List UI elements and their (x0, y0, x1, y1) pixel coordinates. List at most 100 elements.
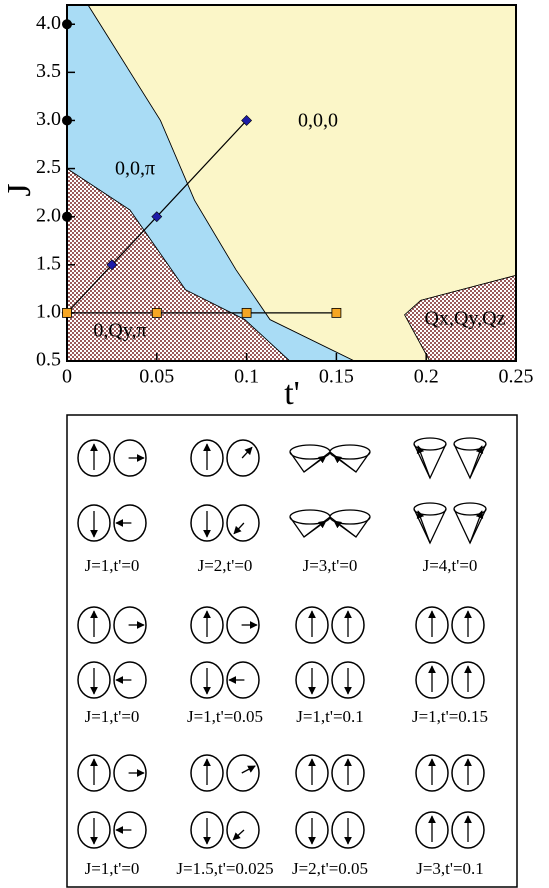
config-label: J=3,t'=0 (303, 556, 358, 575)
config-label: J=1,t'=0.05 (187, 707, 263, 726)
spin-cone (329, 451, 371, 473)
phase-label: 0,0,π (115, 158, 155, 180)
spin-cone (289, 516, 331, 538)
spin-circle (190, 811, 224, 849)
spin-circle (295, 606, 329, 644)
x-tick-label: 0.05 (139, 366, 174, 388)
point (241, 115, 253, 126)
config-label: J=1.5,t'=0.025 (176, 859, 273, 878)
phase-label: 0,Qy,π (93, 320, 146, 342)
spin-circle (226, 754, 260, 792)
point (106, 259, 118, 271)
point (62, 307, 72, 318)
spin-circle (77, 504, 111, 542)
phase-label: 0,0,0 (298, 110, 338, 132)
spin-circle (190, 661, 224, 699)
config-label: J=2,t'=0 (198, 556, 253, 575)
x-tick-label: 0 (62, 366, 72, 388)
spin-circle (331, 661, 365, 699)
spin-circle (226, 811, 260, 849)
y-tick-label: 0.5 (36, 349, 61, 371)
spin-circle (77, 811, 111, 849)
spin-cone (329, 516, 371, 538)
y-tick-label: 1.0 (36, 300, 61, 322)
spin-circle (295, 811, 329, 849)
y-tick-label: 3.0 (36, 108, 61, 130)
spin-circle (113, 606, 147, 644)
y-tick-label: 3.5 (36, 60, 61, 82)
spin-circle (295, 661, 329, 699)
spin-circle (190, 754, 224, 792)
series-line (66, 120, 248, 314)
spin-circle (226, 606, 260, 644)
spin-circle (77, 439, 111, 477)
spin-arrow (303, 455, 327, 473)
y-tick-label: 1.5 (36, 252, 61, 274)
spin-arrow (469, 510, 484, 544)
spin-circle (331, 811, 365, 849)
y-tick-label: 2.0 (36, 204, 61, 226)
spin-circle (113, 439, 147, 477)
spin-arrow (416, 445, 431, 479)
phase-label: Qx,Qy,Qz (425, 308, 506, 330)
spin-circle (113, 811, 147, 849)
spin-cone (289, 451, 331, 473)
config-label: J=1,t'=0 (85, 707, 140, 726)
spin-arrow (233, 522, 245, 535)
spin-circle (190, 504, 224, 542)
config-label: J=1,t'=0.15 (412, 707, 488, 726)
plot-frame (66, 4, 517, 362)
point (331, 307, 342, 318)
point (62, 211, 72, 222)
config-label: J=1,t'=0 (85, 556, 140, 575)
spin-circle (226, 504, 260, 542)
spin-circle (415, 811, 449, 849)
config-label: J=1,t'=0.1 (296, 707, 364, 726)
spin-circle (331, 754, 365, 792)
spin-arrow (241, 765, 256, 774)
spin-circle (415, 661, 449, 699)
point (151, 211, 163, 223)
config-label: J=2,t'=0.05 (292, 859, 368, 878)
spin-arrow (333, 455, 357, 473)
spin-arrow (416, 510, 431, 544)
spin-arrow (469, 445, 484, 479)
panel-frame (66, 414, 518, 888)
spin-arrow (303, 520, 327, 538)
spin-circle (190, 606, 224, 644)
y-axis-title: J (1, 183, 38, 196)
spin-circle (415, 606, 449, 644)
x-tick-label: 0.15 (319, 366, 354, 388)
spin-circle (77, 661, 111, 699)
spin-arrow (333, 520, 357, 538)
x-tick-label: 0.1 (234, 366, 259, 388)
spin-arrow (232, 829, 245, 841)
x-tick-label: 0.2 (414, 366, 439, 388)
spin-circle (451, 606, 485, 644)
spin-circle (190, 439, 224, 477)
spin-circle (113, 661, 147, 699)
spin-arrow (241, 446, 253, 459)
spin-circle (113, 504, 147, 542)
spin-circle (113, 754, 147, 792)
spin-circle (415, 754, 449, 792)
point (62, 19, 72, 30)
spin-circle (331, 606, 365, 644)
spin-circle (451, 661, 485, 699)
x-axis-title: t' (284, 375, 300, 412)
point (62, 115, 72, 126)
spin-circle (77, 754, 111, 792)
spin-circle (451, 811, 485, 849)
y-tick-label: 2.5 (36, 156, 61, 178)
point (241, 307, 252, 318)
x-tick-label: 0.25 (499, 366, 534, 388)
config-label: J=3,t'=0.1 (416, 859, 484, 878)
spin-circle (295, 754, 329, 792)
spin-circle (77, 606, 111, 644)
y-tick-label: 4.0 (36, 12, 61, 34)
spin-circle (226, 661, 260, 699)
spin-circle (451, 754, 485, 792)
config-label: J=1,t'=0 (85, 859, 140, 878)
spin-circle (226, 439, 260, 477)
